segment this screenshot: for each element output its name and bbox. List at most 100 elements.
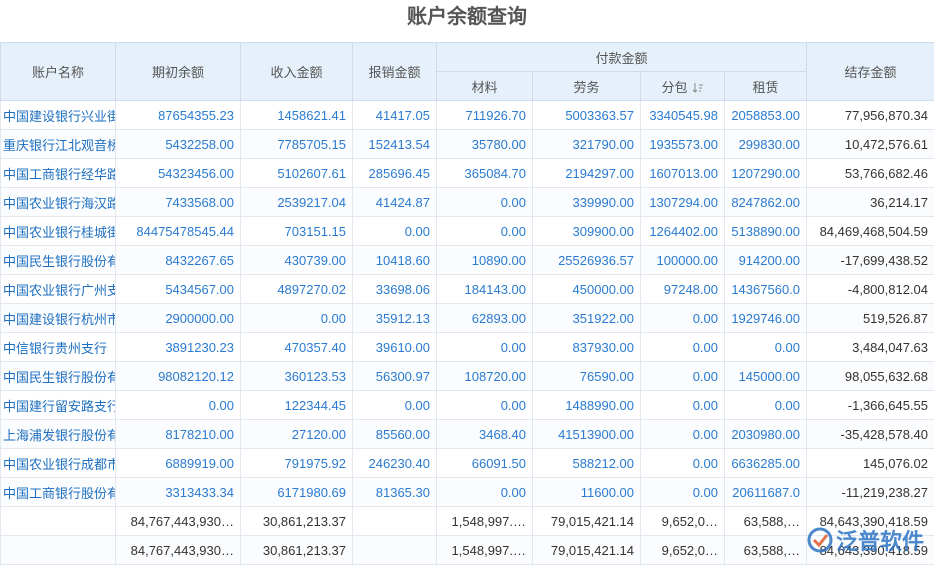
amount-cell: 108720.00 (436, 361, 533, 391)
amount-cell: 0.00 (640, 303, 725, 333)
amount-cell: 35780.00 (436, 129, 533, 159)
account-name[interactable]: 中国建行留安路支行 (0, 390, 116, 420)
column-header[interactable]: 租赁 (723, 71, 808, 101)
page-title: 账户余额查询 (407, 6, 527, 28)
amount-cell: 77,956,870.34 (806, 100, 934, 130)
amount-cell: 84,767,443,930… (115, 506, 241, 536)
amount-cell: 711926.70 (436, 100, 533, 130)
data-row: 中国工商银行股份有 3313433.34 6171980.69 81365.30 0.0… (0, 477, 934, 507)
amount-cell: 0.00 (352, 216, 437, 246)
account-name[interactable]: 中国建设银行杭州市 (0, 303, 116, 333)
amount-cell: 351922.00 (532, 303, 641, 333)
amount-cell: 1935573.00 (640, 129, 725, 159)
amount-cell (352, 535, 437, 565)
amount-cell: 10,472,576.61 (806, 129, 934, 159)
column-header[interactable]: 账户名称 (0, 42, 116, 101)
data-row: 上海浦发银行股份有 8178210.00 27120.00 85560.00 3468.… (0, 419, 934, 449)
data-row: 中国建设银行杭州市 2900000.00 0.00 35912.13 62893.00 3… (0, 303, 934, 333)
amount-cell: 79,015,421.14 (532, 535, 641, 565)
amount-cell: 184143.00 (436, 274, 533, 304)
amount-cell: 1929746.00 (723, 303, 808, 333)
amount-cell: 79,015,421.14 (532, 506, 641, 536)
column-label: 分包 (661, 79, 688, 95)
column-header[interactable]: 期初余额 (115, 42, 241, 101)
amount-cell: 3468.40 (436, 419, 533, 449)
amount-cell (352, 506, 437, 536)
amount-cell: 0.00 (640, 448, 725, 478)
data-row: 中国农业银行海汉路 7433568.00 2539217.04 41424.87 0.0… (0, 187, 934, 217)
amount-cell: 339990.00 (532, 187, 641, 217)
column-header[interactable]: 报销金额 (352, 42, 437, 101)
column-header[interactable]: 材料 (436, 71, 533, 101)
amount-cell: 5138890.00 (723, 216, 808, 246)
amount-cell: 285696.45 (352, 158, 437, 188)
amount-cell: 7433568.00 (115, 187, 241, 217)
account-name[interactable]: 中国农业银行成都市 (0, 448, 116, 478)
amount-cell: 10890.00 (436, 245, 533, 275)
amount-cell: 246230.40 (352, 448, 437, 478)
amount-cell: 63,588,… (723, 535, 808, 565)
amount-cell: 152413.54 (352, 129, 437, 159)
account-name (0, 535, 116, 565)
account-name[interactable]: 中国民生银行股份有 (0, 245, 116, 275)
amount-cell: 4897270.02 (240, 274, 353, 304)
account-name[interactable]: 中信银行贵州支行 (0, 332, 116, 362)
amount-cell: 1307294.00 (640, 187, 725, 217)
account-name[interactable]: 上海浦发银行股份有 (0, 419, 116, 449)
amount-cell: 0.00 (436, 187, 533, 217)
account-name[interactable]: 中国工商银行经华路 (0, 158, 116, 188)
account-name[interactable]: 中国建设银行兴业街 (0, 100, 116, 130)
amount-cell: 309900.00 (532, 216, 641, 246)
amount-cell: 25526936.57 (532, 245, 641, 275)
column-header[interactable]: 收入金额 (240, 42, 353, 101)
amount-cell: 2539217.04 (240, 187, 353, 217)
account-name[interactable]: 中国民生银行股份有 (0, 361, 116, 391)
amount-cell: 84,469,468,504.59 (806, 216, 934, 246)
amount-cell: -1,366,645.55 (806, 390, 934, 420)
amount-cell: 33698.06 (352, 274, 437, 304)
account-name[interactable]: 中国工商银行股份有 (0, 477, 116, 507)
amount-cell: 3891230.23 (115, 332, 241, 362)
column-header[interactable]: 劳务 (532, 71, 641, 101)
account-name[interactable]: 中国农业银行海汉路 (0, 187, 116, 217)
amount-cell: 1,548,997.… (436, 535, 533, 565)
amount-cell: 30,861,213.37 (240, 506, 353, 536)
amount-cell: -11,219,238.27 (806, 477, 934, 507)
sort-icon[interactable] (692, 82, 704, 94)
column-header[interactable]: 结存金额 (806, 42, 934, 101)
amount-cell: 0.00 (436, 216, 533, 246)
amount-cell: 8432267.65 (115, 245, 241, 275)
amount-cell: 6636285.00 (723, 448, 808, 478)
amount-cell: 81365.30 (352, 477, 437, 507)
amount-cell: 0.00 (436, 477, 533, 507)
amount-cell: 63,588,… (723, 506, 808, 536)
amount-cell: 36,214.17 (806, 187, 934, 217)
account-name[interactable]: 中国农业银行桂城街 (0, 216, 116, 246)
account-name[interactable]: 重庆银行江北观音桥 (0, 129, 116, 159)
amount-cell: -4,800,812.04 (806, 274, 934, 304)
amount-cell: 837930.00 (532, 332, 641, 362)
amount-cell: 470357.40 (240, 332, 353, 362)
table-header: 账户名称 期初余额 收入金额 报销金额 付款金额 结存金额 材料 劳务 分包 租… (0, 42, 934, 101)
data-row: 中国农业银行成都市 6889919.00 791975.92 246230.40 660… (0, 448, 934, 478)
amount-cell: 11600.00 (532, 477, 641, 507)
amount-cell: 0.00 (240, 303, 353, 333)
amount-cell: -35,428,578.40 (806, 419, 934, 449)
column-header[interactable]: 分包 (640, 71, 725, 101)
amount-cell: 2058853.00 (723, 100, 808, 130)
amount-cell: 1488990.00 (532, 390, 641, 420)
amount-cell: 85560.00 (352, 419, 437, 449)
amount-cell: 3313433.34 (115, 477, 241, 507)
amount-cell: 0.00 (640, 361, 725, 391)
amount-cell: -17,699,438.52 (806, 245, 934, 275)
amount-cell: 20611687.0 (723, 477, 808, 507)
amount-cell: 122344.45 (240, 390, 353, 420)
amount-cell: 9,652,0… (640, 535, 725, 565)
account-name[interactable]: 中国农业银行广州支 (0, 274, 116, 304)
amount-cell: 3340545.98 (640, 100, 725, 130)
amount-cell: 100000.00 (640, 245, 725, 275)
amount-cell: 84475478545.44 (115, 216, 241, 246)
amount-cell: 9,652,0… (640, 506, 725, 536)
amount-cell: 0.00 (436, 332, 533, 362)
